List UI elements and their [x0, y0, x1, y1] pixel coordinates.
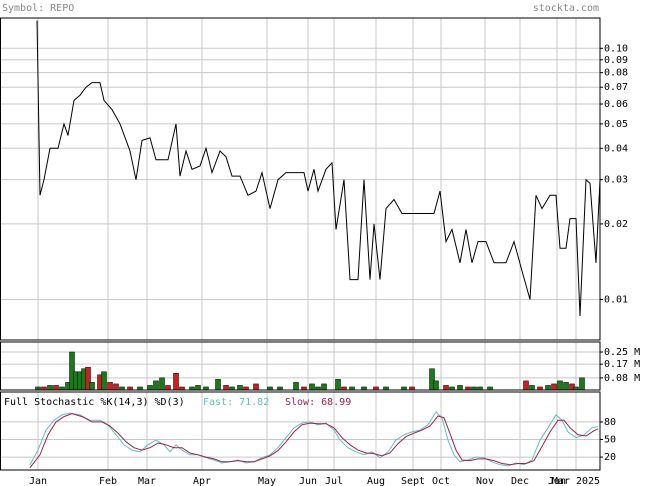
volume-bar [457, 385, 463, 391]
volume-bar [563, 382, 569, 391]
x-tick-label: Oct [432, 476, 450, 486]
series-line [29, 413, 599, 469]
volume-bar [253, 383, 259, 391]
x-tick-label: Jun [299, 476, 317, 486]
volume-bar [321, 383, 327, 391]
volume-bar [165, 385, 171, 391]
volume-bar [237, 385, 243, 391]
volume-bar [89, 382, 95, 391]
x-tick-label: Mar [138, 476, 156, 486]
volume-bar [443, 385, 449, 391]
x-tick-label: Nov [476, 476, 494, 486]
y-tick-label: 0.07 [604, 82, 628, 93]
volume-bar [579, 377, 585, 391]
volume-bar [335, 379, 341, 391]
x-tick-label: Feb [99, 476, 117, 486]
volume-bar [545, 385, 551, 391]
y-tick-label: 0.17 M [604, 359, 640, 370]
series-line [36, 20, 601, 317]
panel-frame [0, 17, 601, 341]
legend-entry: Fast: 71.82 [203, 397, 269, 408]
panel-frame [0, 391, 601, 471]
volume-bar [557, 380, 563, 391]
volume-bar [195, 385, 201, 391]
y-tick-label: 0.06 [604, 99, 628, 110]
volume-bar [529, 385, 535, 391]
x-tick-label: Apr [193, 476, 211, 486]
legend-entry: Slow: 68.99 [285, 397, 351, 408]
volume-bar [551, 383, 557, 391]
y-tick-label: 0.01 [604, 295, 628, 306]
volume-bar [101, 371, 107, 391]
y-tick-label: 0.09 [604, 55, 628, 66]
y-tick-label: 50 [604, 435, 616, 446]
y-tick-label: 0.25 M [604, 347, 640, 358]
volume-bar [147, 385, 153, 391]
symbol-label: Symbol: REPO [2, 3, 74, 14]
x-tick-label: Aug [367, 476, 385, 486]
x-tick-label: Dec [511, 476, 529, 486]
x-tick-label: Jan [29, 476, 47, 486]
x-tick-label: May [258, 476, 276, 486]
site-label: stockta.com [533, 3, 599, 14]
y-tick-label: 0.03 [604, 175, 628, 186]
y-tick-label: 0.02 [604, 219, 628, 230]
volume-bar [523, 380, 529, 391]
panel-frame [0, 341, 601, 391]
volume-bar [433, 380, 439, 391]
y-tick-label: 0.05 [604, 119, 628, 130]
volume-bar [173, 373, 179, 391]
y-tick-label: 0.10 [604, 43, 628, 54]
volume-bar [309, 383, 315, 391]
x-tick-label: Mar 2025 [552, 476, 600, 486]
y-tick-label: 0.08 [604, 68, 628, 79]
x-tick-label: Jan [548, 476, 566, 486]
y-tick-label: 80 [604, 417, 616, 428]
x-tick-label: Jul [325, 476, 343, 486]
y-tick-label: 0.08 M [604, 373, 640, 384]
volume-bar [215, 379, 221, 391]
y-tick-label: 20 [604, 452, 616, 463]
indicator-title: Full Stochastic %K(14,3) %D(3) [4, 397, 185, 408]
volume-bar [113, 383, 119, 391]
volume-bar [47, 385, 53, 391]
y-tick-label: 0.04 [604, 143, 628, 154]
x-tick-label: Sept [401, 476, 425, 486]
volume-bar [293, 382, 299, 391]
volume-bar [53, 385, 59, 391]
volume-bar [223, 385, 229, 391]
volume-bar [153, 380, 159, 391]
volume-bar [159, 377, 165, 391]
volume-bar [107, 382, 113, 391]
